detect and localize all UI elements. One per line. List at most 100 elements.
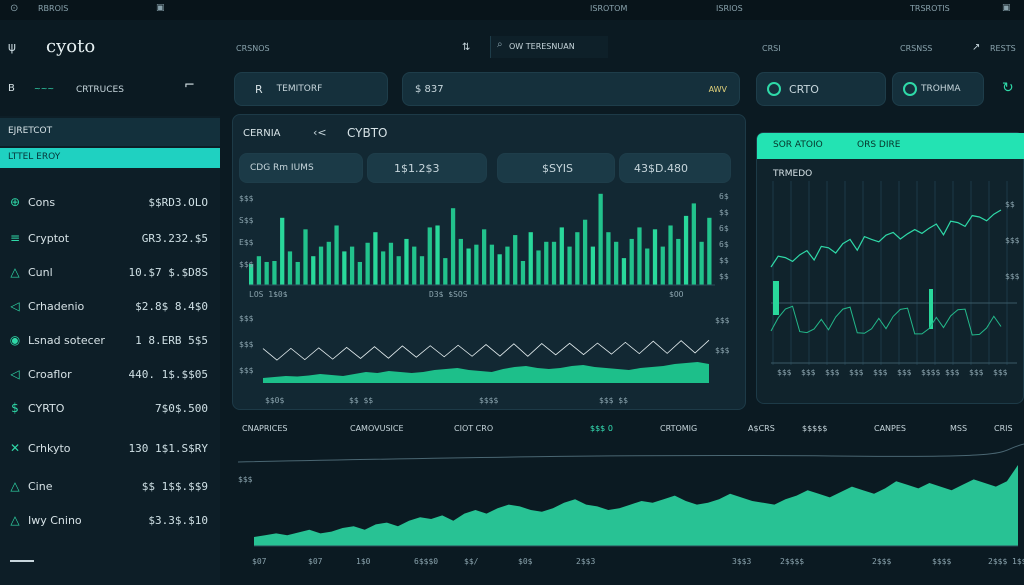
x-tick-label: 2$$$ [988,557,1007,566]
sidebar-item[interactable]: ◁ Croaflor 440. 1$.$$05 [0,360,220,388]
menu-icon[interactable]: ψ [8,40,16,54]
refresh-icon[interactable]: ↻ [1002,80,1014,96]
sidebar-item-value: 1 8.ERB 5$5 [135,333,208,347]
legend-item[interactable]: $$$ 0 [590,424,613,433]
y-tick-label: $$ [719,208,729,217]
triangle-icon: △ [10,513,20,527]
sidebar-item[interactable]: ≡ Cryptot GR3.232.$5 [0,224,220,252]
candle [773,281,779,315]
main-chart-panel: CERNIA ‹< CYBTO CDG Rm IUMS 1$1.2$3 $SYI… [232,114,746,410]
pill4-label: CRTO [789,82,819,96]
bar [520,261,526,285]
legend-item[interactable]: A$CRS [748,424,775,433]
stat-3-text: $SYIS [542,161,573,175]
tab-cybto[interactable]: CYBTO [347,126,388,140]
bar [404,238,409,285]
legend-item[interactable]: CAMOVUSICE [350,424,404,433]
sidebar-item[interactable]: ◉ Lsnad sotecer 1 8.ERB 5$5 [0,326,220,354]
sidebar-item-label: Cons [28,195,56,209]
sidebar-item[interactable]: △ Cunl 10.$7 $.$D8S [0,258,220,286]
stat-1[interactable]: CDG Rm IUMS [239,153,363,183]
window-icon[interactable]: ▣ [1002,3,1011,13]
right-line-chart: $$$$$$$$$$$ $$$ $$$ $$$ $$$ $$$ $$$$ $$$ $$$ $$$ [770,181,1020,377]
bar [381,251,386,285]
header-right-1[interactable]: CRSI [762,44,781,53]
sidebar-item[interactable]: △ Iwy Cnino $3.3$.$10 [0,506,220,534]
bar [396,256,401,285]
sidebar-item[interactable]: $ CYRTO 7$0$.500 [0,394,220,422]
sidebar-item-value: 7$0$.500 [155,401,208,415]
sidebar-item-value: $$ 1$$.$$9 [141,479,208,493]
bar [474,244,479,285]
bar [660,246,665,285]
expand-icon[interactable]: ↗ [972,42,981,53]
pill-5[interactable]: TROHMA [892,72,984,106]
sidebar-item[interactable]: △ Cine $$ 1$$.$$9 [0,472,220,500]
bookmark-icon[interactable]: ▣ [156,3,165,13]
sidebar-item-value: $2.8$ 8.4$0 [135,299,208,313]
legend-item[interactable]: CIOT CRO [454,424,494,433]
tab-cernia[interactable]: CERNIA [243,128,281,139]
bottom-area-chart: $$$ $07 $07 1$0 6$$$0 $$/ $0$ 2$$3 3$$3 2$$$$ 2$$$… [237,443,1024,566]
x-tick-label: D3$ $SOS [429,290,468,297]
bar [295,261,300,285]
pill-2[interactable]: R TEMITORF [234,72,388,106]
triangle-icon: △ [10,479,20,493]
legend-item[interactable]: CNAPRICES [242,424,288,433]
chevron-left-icon[interactable]: ‹< [313,126,327,139]
circle-icon: ◉ [9,333,21,347]
pill2-label: TEMITORF [276,84,323,94]
legend-item[interactable]: CRTOMIG [660,424,698,433]
search-bar[interactable]: ⌕ OW TERESNUAN [490,36,608,58]
search-text: OW TERESNUAN [509,42,575,51]
y-tick-label: $$ [719,256,729,265]
legend-item[interactable]: CRIS [994,424,1013,433]
pill-4[interactable]: CRTO [756,72,886,106]
x-tick-label: $$$ $$ [599,396,628,405]
pill1-label: CRTRUCES [76,85,124,95]
legend-item[interactable]: $$$$$ [802,424,828,433]
x-tick-label: $$$ [849,368,864,377]
legend-item[interactable]: MSS [950,424,968,433]
dollar-icon: $ [11,401,19,415]
sidebar-active-item[interactable]: LTTEL EROY [0,148,220,168]
legend-item[interactable]: CANPES [874,424,906,433]
globe-icon[interactable]: ⊙ [10,3,19,14]
x-tick-label: $$$$ [932,557,951,566]
bar [497,254,502,285]
y-tick-label: $$$ [715,316,730,325]
sidebar-item[interactable]: ◁ Crhadenio $2.8$ 8.4$0 [0,292,220,320]
stat-4[interactable]: 43$D.480 [619,153,731,183]
filter-icon[interactable]: ⇅ [462,42,471,53]
bar [365,242,370,285]
x-tick-label: $$$ [897,368,912,377]
x-tick-label: 1$$ [1012,557,1024,566]
header-right-2[interactable]: CRSNSS [900,44,933,53]
trend-line [237,443,1024,463]
sidebar-item-value: GR3.232.$5 [141,231,208,245]
r-icon: R [255,82,263,96]
y-tick-label: 6$ [719,240,729,249]
pill-3[interactable]: $ 837 AWV [402,72,740,106]
header: ψ cyoto CRSNOS ⇅ ⌕ OW TERESNUAN CRSI CRS… [0,20,1024,70]
sidebar-item[interactable]: ⊕ Cons $$RD3.OLO [0,188,220,216]
sidebar-title-row: EJRETCOT [0,118,220,146]
nav-item[interactable]: CRSNOS [236,44,270,53]
top-bar: ⊙ RBROIS ▣ ISROTOM ISRIOS TRSROTIS ▣ [0,0,1024,20]
x-tick-label: 2$$3 [576,557,595,566]
x-tick-label: 1$0 [356,557,371,566]
bar [598,193,603,285]
header-right-3[interactable]: RESTS [990,44,1016,53]
bar [326,241,331,285]
pill3-label: $ 837 [415,83,444,95]
stat-2[interactable]: 1$1.2$3 [367,153,487,183]
candle [929,289,933,329]
arrow-icon: ◁ [10,299,20,313]
y-tick-label: $$$ [239,194,254,203]
stat-3[interactable]: $SYIS [497,153,615,183]
sidebar-item[interactable]: ✕ Crhkyto 130 1$1.S$RY [0,434,220,462]
top-right-text: TRSROTIS [910,4,950,13]
sidebar-item-label: Cunl [28,265,53,279]
sidebar-top-pill[interactable]: B ~~~ CRTRUCES ⌐ [0,74,220,106]
stat-4-text: 43$D.480 [634,161,688,175]
